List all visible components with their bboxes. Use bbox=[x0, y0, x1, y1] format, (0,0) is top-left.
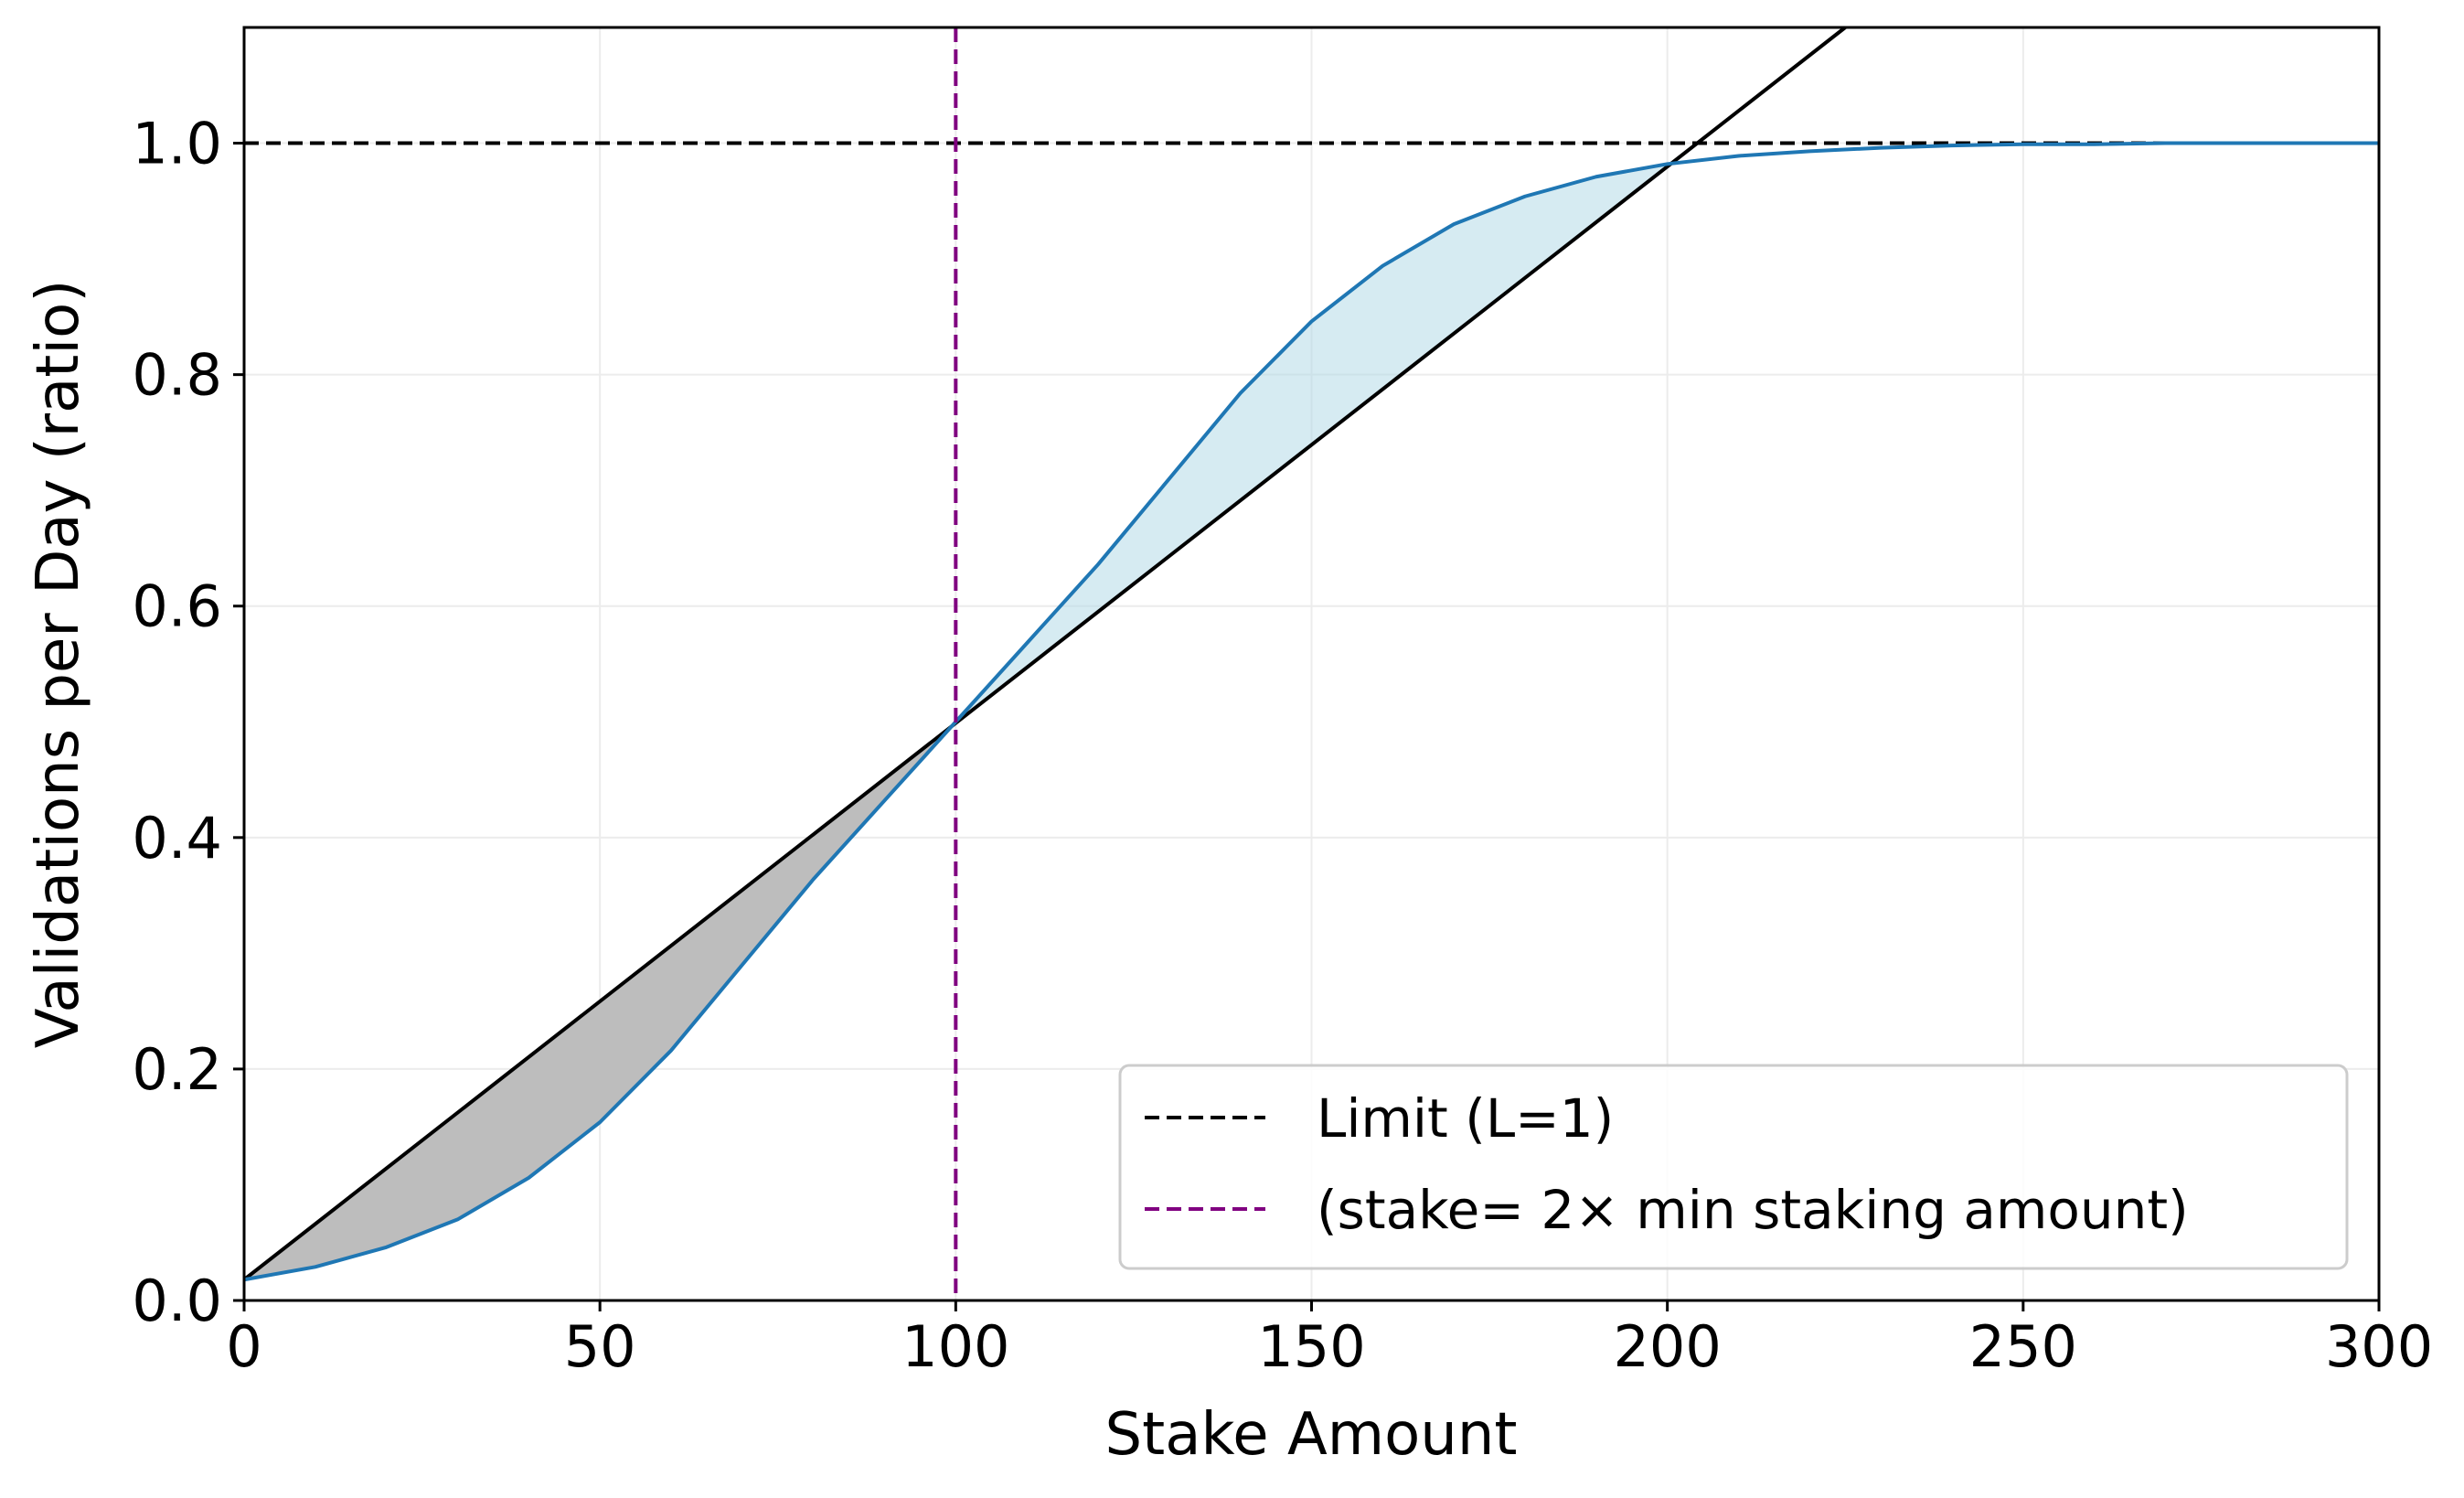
x-tick-label: 250 bbox=[1969, 1313, 2077, 1380]
y-tick-label: 0.6 bbox=[132, 573, 222, 640]
y-tick-label: 0.8 bbox=[132, 342, 222, 409]
y-axis-label: Validations per Day (ratio) bbox=[25, 280, 92, 1049]
x-tick-label: 200 bbox=[1613, 1313, 1721, 1380]
x-tick-label: 150 bbox=[1257, 1313, 1365, 1380]
y-tick-label: 1.0 bbox=[132, 111, 222, 177]
y-tick-label: 0.0 bbox=[132, 1268, 222, 1334]
x-axis-label: Stake Amount bbox=[1105, 1401, 1518, 1469]
x-tick-label: 50 bbox=[564, 1313, 636, 1380]
x-tick-label: 300 bbox=[2325, 1313, 2433, 1380]
legend-box bbox=[1118, 1064, 2349, 1270]
legend-limit-label: Limit (L=1) bbox=[1317, 1087, 1614, 1150]
tick-layer: 0 50 100 150 200 250 300 0.0 0.2 0.4 0.6 0.8 1.0 bbox=[132, 111, 2433, 1380]
x-tick-label: 100 bbox=[901, 1313, 1009, 1380]
linear-line bbox=[242, 26, 1847, 1281]
sigmoid-curve bbox=[243, 141, 2379, 1282]
legend-stake-label: (stake= 2× min staking amount) bbox=[1317, 1179, 2189, 1241]
line-layer bbox=[242, 26, 2379, 1300]
y-tick-label: 0.2 bbox=[132, 1036, 222, 1103]
x-tick-label: 0 bbox=[226, 1313, 261, 1380]
y-tick-label: 0.4 bbox=[132, 805, 222, 872]
legend: Limit (L=1) (stake= 2× min staking amoun… bbox=[1118, 1064, 2349, 1270]
